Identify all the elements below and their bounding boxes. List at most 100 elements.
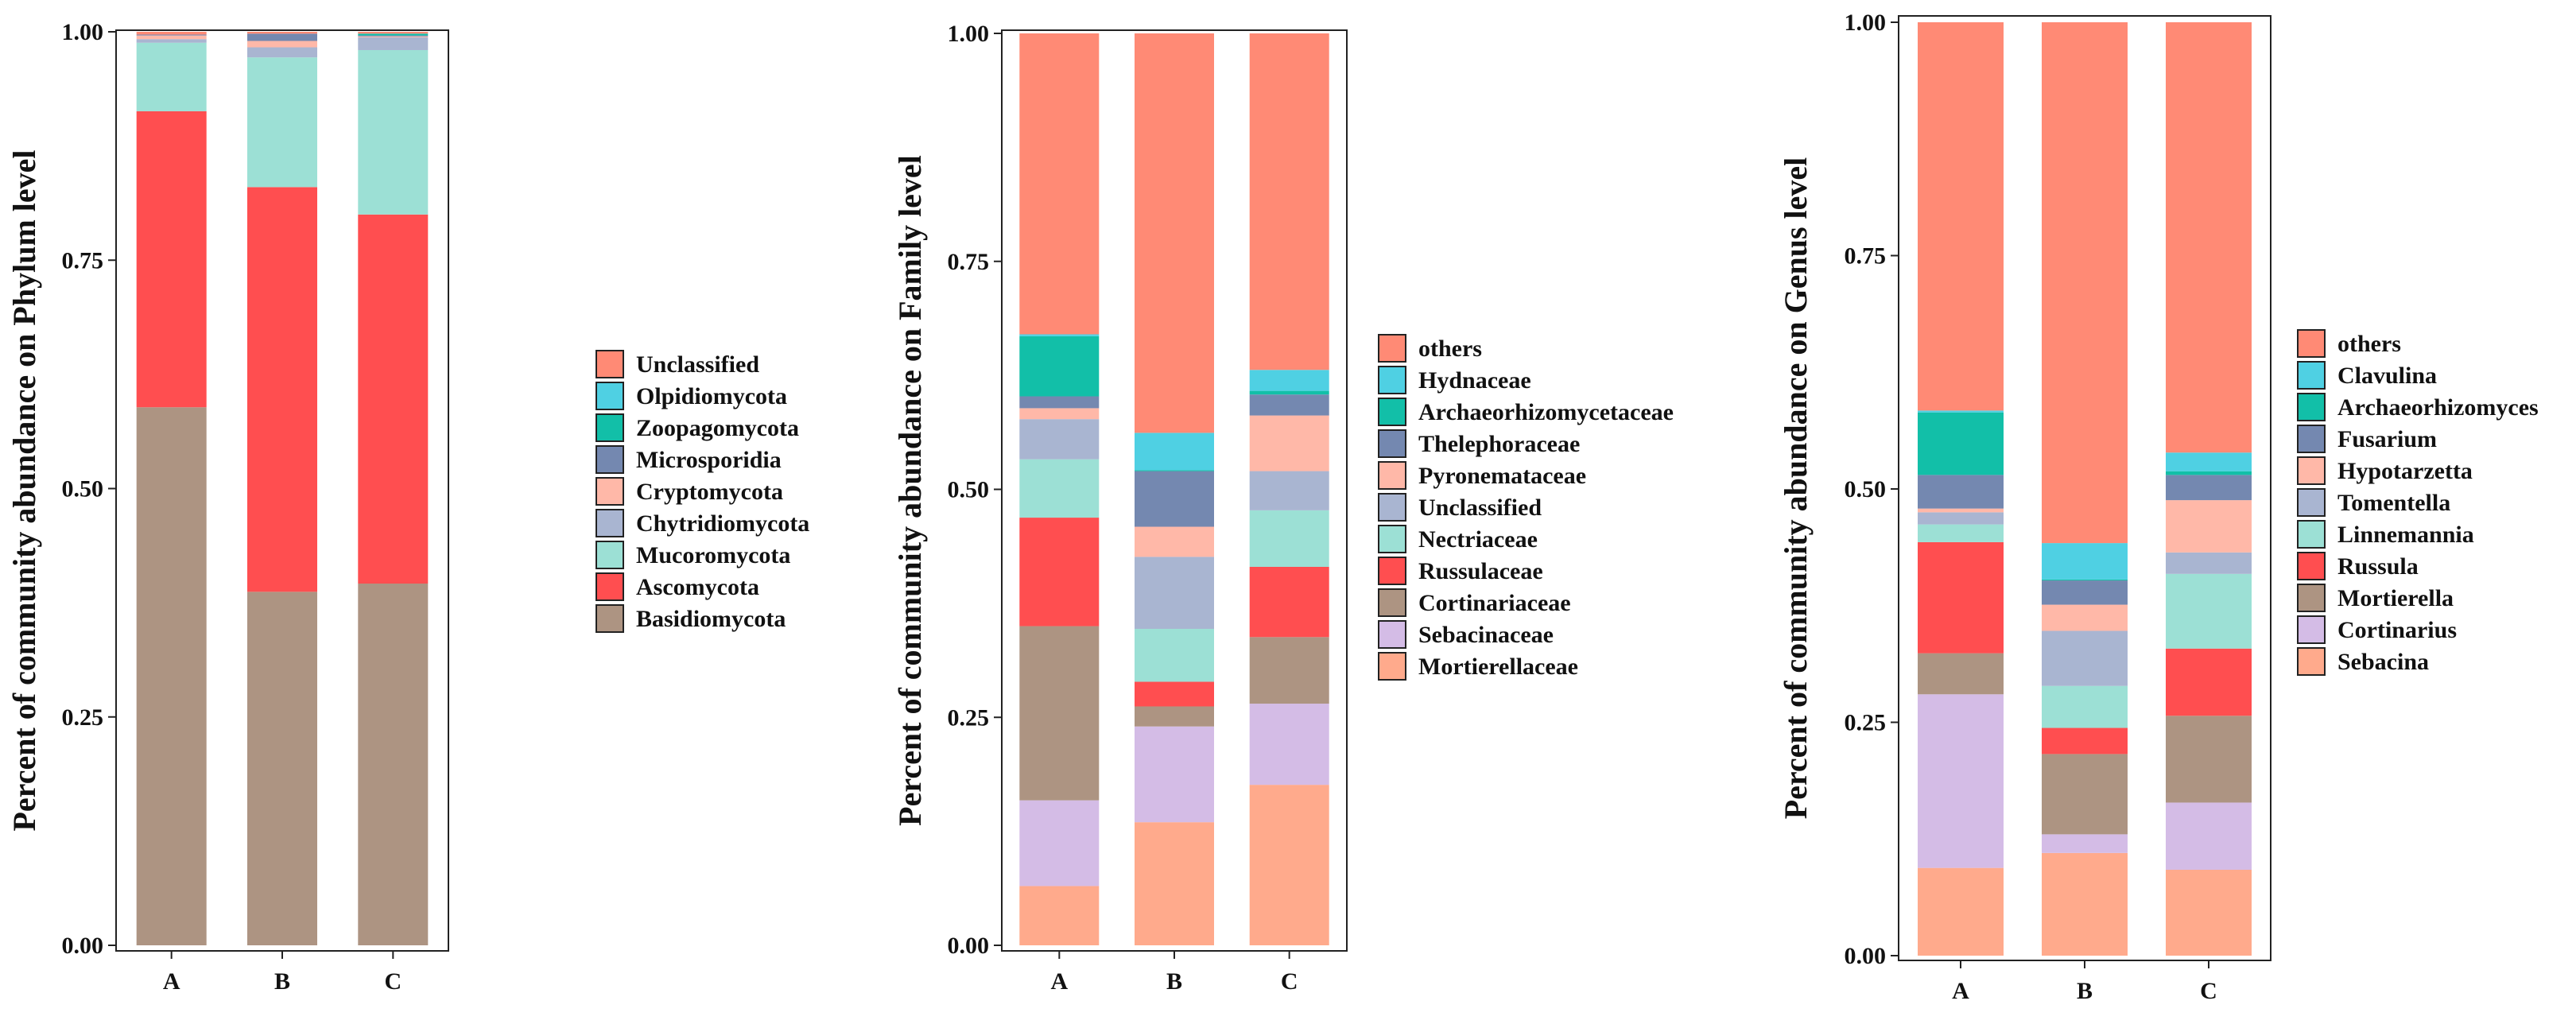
bar-segment-c-mucoromycota bbox=[358, 49, 429, 215]
bar-segment-c-mortierella bbox=[2166, 716, 2252, 803]
y-tick-label: 0.50 bbox=[1845, 476, 1887, 502]
legend-swatch-russulaceae bbox=[1378, 557, 1406, 585]
bar-segment-a-hypotarzetta bbox=[1918, 508, 2004, 513]
genus-y-axis-title: Percent of community abundance on Genus … bbox=[1778, 157, 1814, 820]
bar-segment-b-ascomycota bbox=[247, 187, 317, 592]
bar-segment-b-sebacinaceae bbox=[1135, 726, 1214, 823]
bar-segment-b-archaeorhizomycetaceae bbox=[1135, 470, 1214, 471]
bar-segment-c-others bbox=[1249, 33, 1329, 370]
legend-label-unclassified: Unclassified bbox=[1418, 495, 1542, 521]
bar-segment-a-pyronemataceae bbox=[1019, 408, 1100, 420]
bar-segment-a-cortinarius bbox=[1918, 694, 2004, 868]
bar-segment-a-microsporidia bbox=[136, 34, 207, 36]
bar-segment-b-others bbox=[1135, 33, 1214, 433]
bar-segment-b-hypotarzetta bbox=[2042, 604, 2128, 631]
bar-segment-a-others bbox=[1918, 22, 2004, 411]
x-tick-label-b: B bbox=[274, 968, 290, 995]
y-tick-label: 0.50 bbox=[948, 477, 990, 503]
y-tick-label: 0.00 bbox=[62, 933, 104, 959]
legend-swatch-hypotarzetta bbox=[2297, 456, 2326, 485]
bar-segment-c-mortierellaceae bbox=[1249, 785, 1329, 945]
legend-swatch-ascomycota bbox=[596, 572, 624, 601]
bar-segment-c-unclassified bbox=[1249, 471, 1329, 510]
bar-segment-b-chytridiomycota bbox=[247, 47, 317, 58]
y-tick-label: 0.50 bbox=[62, 476, 104, 502]
legend-swatch-archaeorhizomyces bbox=[2297, 393, 2326, 421]
legend-label-cortinariaceae: Cortinariaceae bbox=[1418, 590, 1571, 616]
bar-segment-b-thelephoraceae bbox=[1135, 471, 1214, 527]
legend-swatch-cryptomycota bbox=[596, 477, 624, 506]
legend-label-basidiomycota: Basidiomycota bbox=[636, 606, 786, 632]
legend-label-pyronemataceae: Pyronemataceae bbox=[1418, 463, 1586, 489]
x-tick-label-a: A bbox=[163, 968, 180, 995]
legend-swatch-microsporidia bbox=[596, 445, 624, 474]
bar-segment-a-sebacina bbox=[1918, 867, 2004, 956]
bar-segment-c-clavulina bbox=[2166, 452, 2252, 471]
y-tick-label: 0.25 bbox=[948, 704, 990, 731]
legend-swatch-chytridiomycota bbox=[596, 509, 624, 537]
bar-segment-a-fusarium bbox=[1918, 475, 2004, 509]
bar-segment-c-thelephoraceae bbox=[1249, 394, 1329, 416]
legend-label-hypotarzetta: Hypotarzetta bbox=[2337, 458, 2473, 484]
x-tick-label-b: B bbox=[1166, 968, 1182, 995]
legend-label-others: others bbox=[1418, 336, 1482, 362]
bar-segment-c-hydnaceae bbox=[1249, 370, 1329, 391]
legend-swatch-basidiomycota bbox=[596, 604, 624, 633]
bar-segment-c-pyronemataceae bbox=[1249, 415, 1329, 471]
bar-segment-c-tomentella bbox=[2166, 552, 2252, 574]
legend-label-mucoromycota: Mucoromycota bbox=[636, 542, 790, 568]
bar-segment-c-microsporidia bbox=[358, 35, 429, 37]
legend-label-archaeorhizomyces: Archaeorhizomyces bbox=[2337, 394, 2539, 421]
legend-swatch-tomentella bbox=[2297, 488, 2326, 517]
legend-label-zoopagomycota: Zoopagomycota bbox=[636, 415, 799, 441]
legend-swatch-nectriaceae bbox=[1378, 525, 1406, 553]
legend-label-unclassified: Unclassified bbox=[636, 351, 759, 378]
bar-segment-b-fusarium bbox=[2042, 580, 2128, 605]
bar-segment-b-russulaceae bbox=[1135, 681, 1214, 707]
bar-segment-c-zoopagomycota bbox=[358, 33, 429, 36]
bar-segment-c-cortinarius bbox=[2166, 802, 2252, 870]
bar-segment-a-mortierella bbox=[1918, 653, 2004, 695]
legend-label-fusarium: Fusarium bbox=[2337, 426, 2437, 452]
legend-label-hydnaceae: Hydnaceae bbox=[1418, 367, 1531, 394]
genus-panel: 0.00 0.25 0.50 0.75 1.00 A B C Percent of commun… bbox=[1778, 10, 2539, 1004]
bar-segment-c-russula bbox=[2166, 648, 2252, 716]
legend-swatch-others bbox=[2297, 329, 2326, 358]
legend-label-sebacinaceae: Sebacinaceae bbox=[1418, 622, 1554, 648]
family-y-axis-title: Percent of community abundance on Family… bbox=[892, 155, 928, 826]
legend-swatch-thelephoraceae bbox=[1378, 429, 1406, 458]
legend-label-ascomycota: Ascomycota bbox=[636, 574, 759, 600]
x-tick-label-a: A bbox=[1050, 968, 1068, 995]
phylum-panel: 0.00 0.25 0.50 0.75 1.00 A B C Percent of commun… bbox=[6, 19, 809, 995]
bar-segment-a-basidiomycota bbox=[136, 407, 207, 945]
y-tick-label: 1.00 bbox=[948, 21, 990, 47]
y-tick-label: 0.25 bbox=[1845, 710, 1887, 736]
legend-label-others: others bbox=[2337, 331, 2401, 357]
legend-swatch-cortinarius bbox=[2297, 615, 2326, 644]
legend-label-archaeorhizomycetaceae: Archaeorhizomycetaceae bbox=[1418, 399, 1674, 425]
y-tick-label: 0.75 bbox=[1845, 243, 1887, 270]
legend-label-cortinarius: Cortinarius bbox=[2337, 617, 2457, 643]
bar-segment-c-nectriaceae bbox=[1249, 510, 1329, 567]
bar-segment-b-cortinarius bbox=[2042, 834, 2128, 853]
bar-segment-b-unclassified bbox=[1135, 557, 1214, 629]
bar-segment-b-pyronemataceae bbox=[1135, 526, 1214, 557]
bar-segment-a-clavulina bbox=[1918, 410, 2004, 413]
legend-swatch-clavulina bbox=[2297, 361, 2326, 390]
bar-segment-a-chytridiomycota bbox=[136, 39, 207, 43]
bar-segment-b-others bbox=[2042, 22, 2128, 544]
legend-label-clavulina: Clavulina bbox=[2337, 363, 2437, 389]
legend-swatch-others bbox=[1378, 334, 1406, 363]
bar-segment-a-archaeorhizomyces bbox=[1918, 412, 2004, 475]
legend-swatch-linnemannia bbox=[2297, 520, 2326, 549]
bar-segment-c-basidiomycota bbox=[358, 584, 429, 945]
legend-swatch-russula bbox=[2297, 552, 2326, 580]
legend-swatch-mortierella bbox=[2297, 584, 2326, 612]
y-tick-label: 1.00 bbox=[62, 19, 104, 45]
bar-segment-c-archaeorhizomyces bbox=[2166, 471, 2252, 475]
bar-segment-a-unclassified bbox=[136, 32, 207, 35]
legend-label-russula: Russula bbox=[2337, 553, 2419, 580]
legend-swatch-unclassified bbox=[596, 350, 624, 378]
bar-segment-c-ascomycota bbox=[358, 214, 429, 584]
bar-segment-a-mortierellaceae bbox=[1019, 886, 1100, 945]
